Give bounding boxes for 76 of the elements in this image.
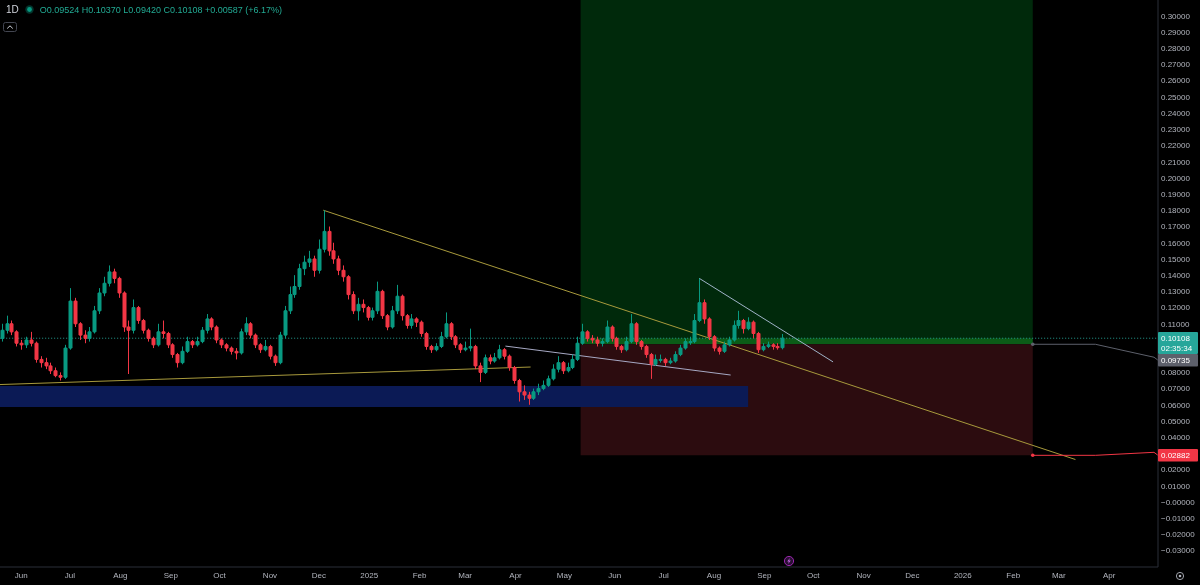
x-tick-label: Sep	[757, 571, 773, 580]
y-tick-label: 0.02000	[1161, 465, 1191, 475]
x-tick-label: Oct	[806, 571, 821, 580]
x-tick-label: Jun	[14, 571, 28, 580]
x-tick-label: Oct	[213, 571, 227, 580]
x-tick-label: Apr	[1102, 571, 1116, 580]
candlestick	[190, 339, 195, 349]
candlestick	[488, 354, 493, 365]
candlestick	[356, 297, 361, 322]
y-tick-label: 0.11000	[1161, 319, 1190, 329]
x-tick-label: Jul	[64, 571, 76, 580]
x-tick-label: Feb	[1006, 571, 1021, 580]
x-tick-label: Mar	[458, 571, 473, 580]
y-tick-label: 0.28000	[1161, 44, 1191, 54]
candlestick	[741, 318, 746, 334]
candlestick	[561, 360, 566, 375]
candlestick	[409, 313, 414, 330]
y-tick-label: 0.23000	[1161, 125, 1191, 135]
x-tick-label: Dec	[905, 571, 920, 580]
x-tick-label: May	[556, 571, 572, 580]
y-tick-label: 0.05000	[1161, 416, 1191, 426]
x-tick-label: Jul	[658, 571, 669, 580]
y-tick-label: 0.17000	[1161, 222, 1191, 232]
y-tick-label: 0.04000	[1161, 433, 1191, 442]
y-tick-label: −0.03000	[1161, 546, 1196, 556]
candlestick	[263, 339, 268, 352]
candlestick	[131, 298, 136, 334]
y-tick-label: 0.07000	[1161, 384, 1191, 394]
y-tick-label: 0.06000	[1161, 400, 1191, 410]
y-tick-label: 0.14000	[1161, 270, 1191, 280]
y-tick-label: 0.12000	[1161, 303, 1191, 313]
y-tick-label: 0.25000	[1161, 92, 1191, 102]
x-tick-label: Feb	[412, 571, 428, 580]
x-tick-label: Dec	[311, 571, 326, 580]
y-tick-label: 0.20000	[1161, 173, 1191, 183]
y-tick-label: 0.16000	[1161, 238, 1191, 248]
candlestick	[780, 333, 785, 350]
candlestick	[312, 255, 317, 278]
y-tick-label: 0.15000	[1161, 254, 1191, 264]
y-tick-label: 0.26000	[1161, 76, 1191, 86]
y-tick-label: 0.18000	[1161, 206, 1191, 216]
chart-title: 1D	[6, 4, 19, 15]
x-tick-label: Sep	[163, 571, 179, 580]
annotation: 0.02882	[1161, 451, 1191, 461]
y-tick-label: 0.22000	[1161, 141, 1191, 151]
y-tick-label: 0.21000	[1161, 157, 1191, 167]
y-tick-label: −0.00000	[1161, 497, 1196, 507]
x-tick-label: Apr	[509, 571, 523, 580]
candlestick	[775, 342, 780, 351]
y-tick-label: 0.19000	[1161, 189, 1191, 199]
candlestick	[663, 357, 668, 367]
x-tick-label: Jun	[608, 571, 622, 580]
y-tick-label: 0.30000	[1161, 11, 1191, 21]
x-tick-label: Nov	[262, 571, 278, 580]
y-tick-label: 0.01000	[1161, 481, 1191, 491]
x-tick-label: Nov	[856, 571, 871, 580]
x-tick-label: Aug	[706, 571, 722, 580]
candlestick	[156, 323, 161, 347]
y-tick-label: 0.29000	[1161, 27, 1191, 37]
x-tick-label: 2025	[360, 571, 379, 580]
x-tick-label: Aug	[113, 571, 128, 580]
y-tick-label: 0.27000	[1161, 60, 1191, 70]
candlestick	[771, 342, 776, 351]
ref-line-label: 0.10108 02:35:34	[1161, 334, 1193, 353]
annotation: 0.09735	[1161, 356, 1191, 366]
candlestick	[746, 316, 751, 331]
y-tick-label: 0.13000	[1161, 287, 1191, 297]
candlestick	[24, 336, 29, 349]
x-tick-label: 2026	[953, 571, 973, 580]
candlestick	[483, 354, 488, 375]
y-tick-label: 0.08000	[1161, 368, 1191, 378]
text: O0.09524 H0.10370 L0.09420 C0.10108 +0.00587 (+6.17%)	[39, 4, 282, 15]
y-tick-label: 0.24000	[1161, 108, 1191, 118]
y-tick-label: −0.01000	[1161, 514, 1196, 524]
x-tick-label: Mar	[1051, 571, 1067, 580]
y-tick-label: −0.02000	[1161, 530, 1196, 540]
